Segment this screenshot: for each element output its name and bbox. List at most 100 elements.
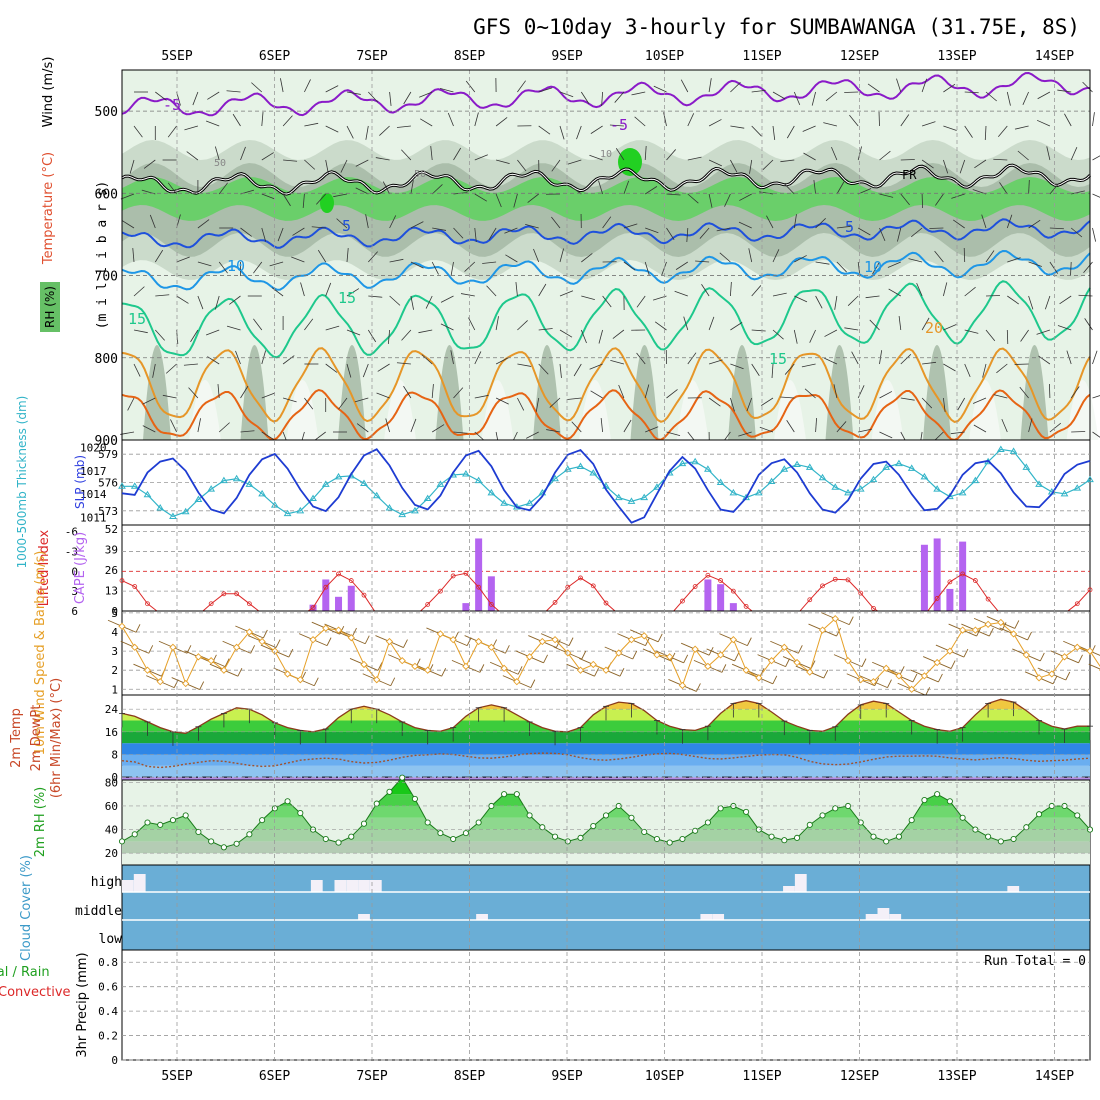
cloud-mid-gap xyxy=(866,914,878,920)
rh-2m-point xyxy=(909,818,914,823)
rh2m-tick: 20 xyxy=(105,847,118,860)
date-label-top: 12SEP xyxy=(840,49,879,64)
temp2m-tick: 24 xyxy=(105,703,119,716)
date-label-top: 7SEP xyxy=(356,49,387,64)
rh-2m-point xyxy=(158,822,163,827)
wind10-panel-bg xyxy=(122,611,1090,695)
rh-2m-point xyxy=(578,835,583,840)
cloud-high-gap xyxy=(134,874,146,892)
cape-bar xyxy=(475,538,482,611)
rh-2m-point xyxy=(935,792,940,797)
rh-2m-point xyxy=(514,792,519,797)
rh-2m-point xyxy=(858,820,863,825)
cloud-high-gap xyxy=(358,880,370,892)
rh-2m-point xyxy=(693,828,698,833)
contour-label-15-b: 15 xyxy=(128,310,146,328)
rh-2m-point xyxy=(247,832,252,837)
rh-2m-point xyxy=(680,836,685,841)
rh-max-blob xyxy=(320,193,334,213)
contour-label-20: 20 xyxy=(925,319,943,337)
label-cloud-cover: Cloud Cover (%) xyxy=(19,855,34,961)
rh-2m-point xyxy=(336,840,341,845)
date-label-top: 13SEP xyxy=(937,49,976,64)
rh-2m-point xyxy=(947,799,952,804)
rh-2m-point xyxy=(183,813,188,818)
label-cape: CAPE (J/kg) xyxy=(73,532,88,604)
cape-tick: 26 xyxy=(105,564,118,577)
contour-label-10: 10 xyxy=(227,257,245,275)
date-label-top: 10SEP xyxy=(645,49,684,64)
rh-2m-point xyxy=(400,775,405,780)
cape-bar xyxy=(921,545,928,611)
rh-2m-point xyxy=(642,829,647,834)
rh-2m-point xyxy=(986,834,991,839)
contour-label-15: 15 xyxy=(338,289,356,307)
label-slp: SLP (mb) xyxy=(73,455,87,509)
cloud-high-gap xyxy=(346,880,358,892)
date-label-bottom: 12SEP xyxy=(840,1069,879,1084)
contour-label-fr: FR xyxy=(902,168,917,182)
cape-bar xyxy=(462,603,469,611)
rh-2m-point xyxy=(476,820,481,825)
label-2m-temp: 2m Temp xyxy=(9,708,24,768)
wind10-tick: 3 xyxy=(111,645,118,658)
label-thickness: 1000-500mb Thickness (dm) xyxy=(15,396,29,569)
upper-wind-barb xyxy=(1093,112,1095,126)
rh-2m-point xyxy=(552,834,557,839)
rh-2m-point xyxy=(629,815,634,820)
rh-2m-point xyxy=(1024,825,1029,830)
rh-2m-point xyxy=(196,829,201,834)
date-label-bottom: 5SEP xyxy=(161,1069,192,1084)
rh-2m-point xyxy=(349,834,354,839)
date-label-bottom: 10SEP xyxy=(645,1069,684,1084)
precip-tick: 0.6 xyxy=(98,981,118,994)
label-total-rain: Total / Rain xyxy=(0,965,50,980)
upper-wind-barb xyxy=(1093,351,1098,364)
date-label-bottom: 14SEP xyxy=(1035,1069,1074,1084)
cloud-high-gap xyxy=(795,874,807,892)
cloud-mid-gap xyxy=(712,914,724,920)
contour-label-15-c: 15 xyxy=(769,350,787,368)
date-axis-bottom: 5SEP 6SEP 7SEP 8SEP 9SEP 10SEP 11SEP 12SEP 13SEP… xyxy=(161,1069,1074,1084)
wind10-tick: 4 xyxy=(111,626,118,639)
rh-2m-point xyxy=(667,840,672,845)
cloud-high-gap xyxy=(311,880,323,892)
pressure-axis-title: (m i l l i b a r s) xyxy=(95,181,110,330)
temp2m-tick: 16 xyxy=(105,726,118,739)
cape-tick: 13 xyxy=(105,585,118,598)
wind10-tick: 1 xyxy=(111,683,118,696)
cape-bar xyxy=(488,576,495,611)
rh-2m-point xyxy=(744,809,749,814)
rh-2m-point xyxy=(387,789,392,794)
precip-tick: 0.2 xyxy=(98,1030,118,1043)
precip-panel: 0.80.60.40.20 Run Total = 0 Total / Rain… xyxy=(0,950,1090,1067)
rh-2m-point xyxy=(1075,813,1080,818)
rh-2m-point xyxy=(794,835,799,840)
upper-wind-barb xyxy=(1093,153,1100,160)
precip-tick: 0.8 xyxy=(98,956,118,969)
cloud-high-gap xyxy=(334,880,346,892)
label-temperature: Temperature (°C) xyxy=(41,152,56,265)
cape-bar xyxy=(730,603,737,611)
precip-axis: 0.8 0.6 0.4 0.2 0 xyxy=(98,956,118,1067)
cloud-panel: high middle low Cloud Cover (%) xyxy=(19,855,1090,961)
date-label-top: 9SEP xyxy=(551,49,582,64)
wind10-axis: 54321 xyxy=(111,607,118,696)
cloud-level-low: low xyxy=(99,932,123,947)
rh-2m-point xyxy=(361,821,366,826)
contour-label-rh10: 10 xyxy=(600,149,612,160)
rh-2m-point xyxy=(705,820,710,825)
rh-2m-point xyxy=(833,806,838,811)
contour-label-10-b: 10 xyxy=(864,258,882,276)
rh-2m-point xyxy=(896,834,901,839)
pressure-tick: 800 xyxy=(95,352,118,367)
rh-2m-point xyxy=(998,839,1003,844)
date-label-top: 6SEP xyxy=(259,49,290,64)
rh-2m-point xyxy=(234,841,239,846)
cloud-mid-gap xyxy=(476,914,488,920)
cape-bar xyxy=(348,586,355,611)
rh-2m-point xyxy=(565,839,570,844)
date-label-top: 14SEP xyxy=(1035,49,1074,64)
label-precip: 3hr Precip (mm) xyxy=(75,952,90,1057)
precip-panel-bg xyxy=(122,950,1090,1060)
